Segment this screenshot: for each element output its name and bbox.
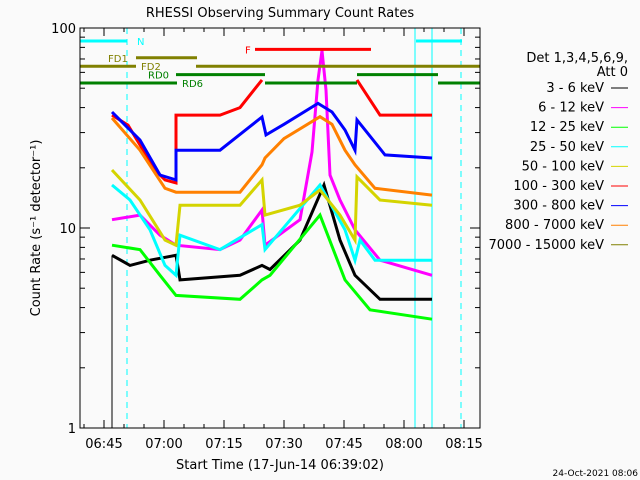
- series-line-4: [110, 168, 433, 248]
- x-tick-label: 08:15: [445, 437, 482, 452]
- series-line-6: [110, 101, 433, 182]
- flag-label-fd2: FD2: [141, 62, 161, 73]
- series-line-5: [355, 79, 432, 117]
- flag-label-fd1: FD1: [108, 54, 128, 65]
- legend-label: 25 - 50 keV: [530, 140, 604, 155]
- legend-label: 6 - 12 keV: [538, 101, 604, 116]
- flag-label-rd6: RD6: [182, 79, 203, 90]
- y-axis-label: Count Rate (s⁻¹ detector⁻¹): [29, 140, 44, 317]
- x-tick-label: 07:30: [265, 437, 302, 452]
- chart-title: RHESSI Observing Summary Count Rates: [146, 6, 415, 21]
- flag-label-f: F: [245, 45, 251, 56]
- x-tick-label: 07:00: [145, 437, 182, 452]
- legend-label: 50 - 100 keV: [522, 159, 605, 174]
- x-tick-label: 07:45: [325, 437, 362, 452]
- y-tick-label: 10: [59, 222, 76, 237]
- series-line-0: [111, 180, 432, 301]
- legend-label: 12 - 25 keV: [530, 120, 604, 135]
- series-line-7: [110, 114, 433, 197]
- series-line-5: [111, 78, 264, 185]
- legend-label: 800 - 7000 keV: [505, 218, 604, 233]
- flag-label-rd0: RD0: [148, 71, 169, 82]
- legend-label: 100 - 300 keV: [513, 179, 604, 194]
- x-axis-label: Start Time (17-Jun-14 06:39:02): [176, 458, 384, 473]
- legend-header-att: Att 0: [597, 65, 628, 80]
- legend-header-det: Det 1,3,4,5,6,9,: [526, 51, 628, 66]
- x-tick-label: 08:00: [385, 437, 422, 452]
- x-tick-label: 07:15: [205, 437, 242, 452]
- footer-timestamp: 24-Oct-2021 08:06: [553, 469, 639, 479]
- plot-frame: [79, 27, 481, 429]
- flag-label-n: N: [137, 37, 144, 48]
- legend-label: 7000 - 15000 keV: [489, 238, 605, 253]
- legend-label: 3 - 6 keV: [546, 81, 604, 96]
- x-tick-label: 06:45: [85, 437, 122, 452]
- legend-label: 300 - 800 keV: [513, 199, 604, 214]
- y-tick-label: 1: [68, 422, 76, 437]
- series-line-3: [111, 182, 432, 279]
- series-line-2: [111, 212, 433, 321]
- y-tick-label: 100: [51, 22, 76, 37]
